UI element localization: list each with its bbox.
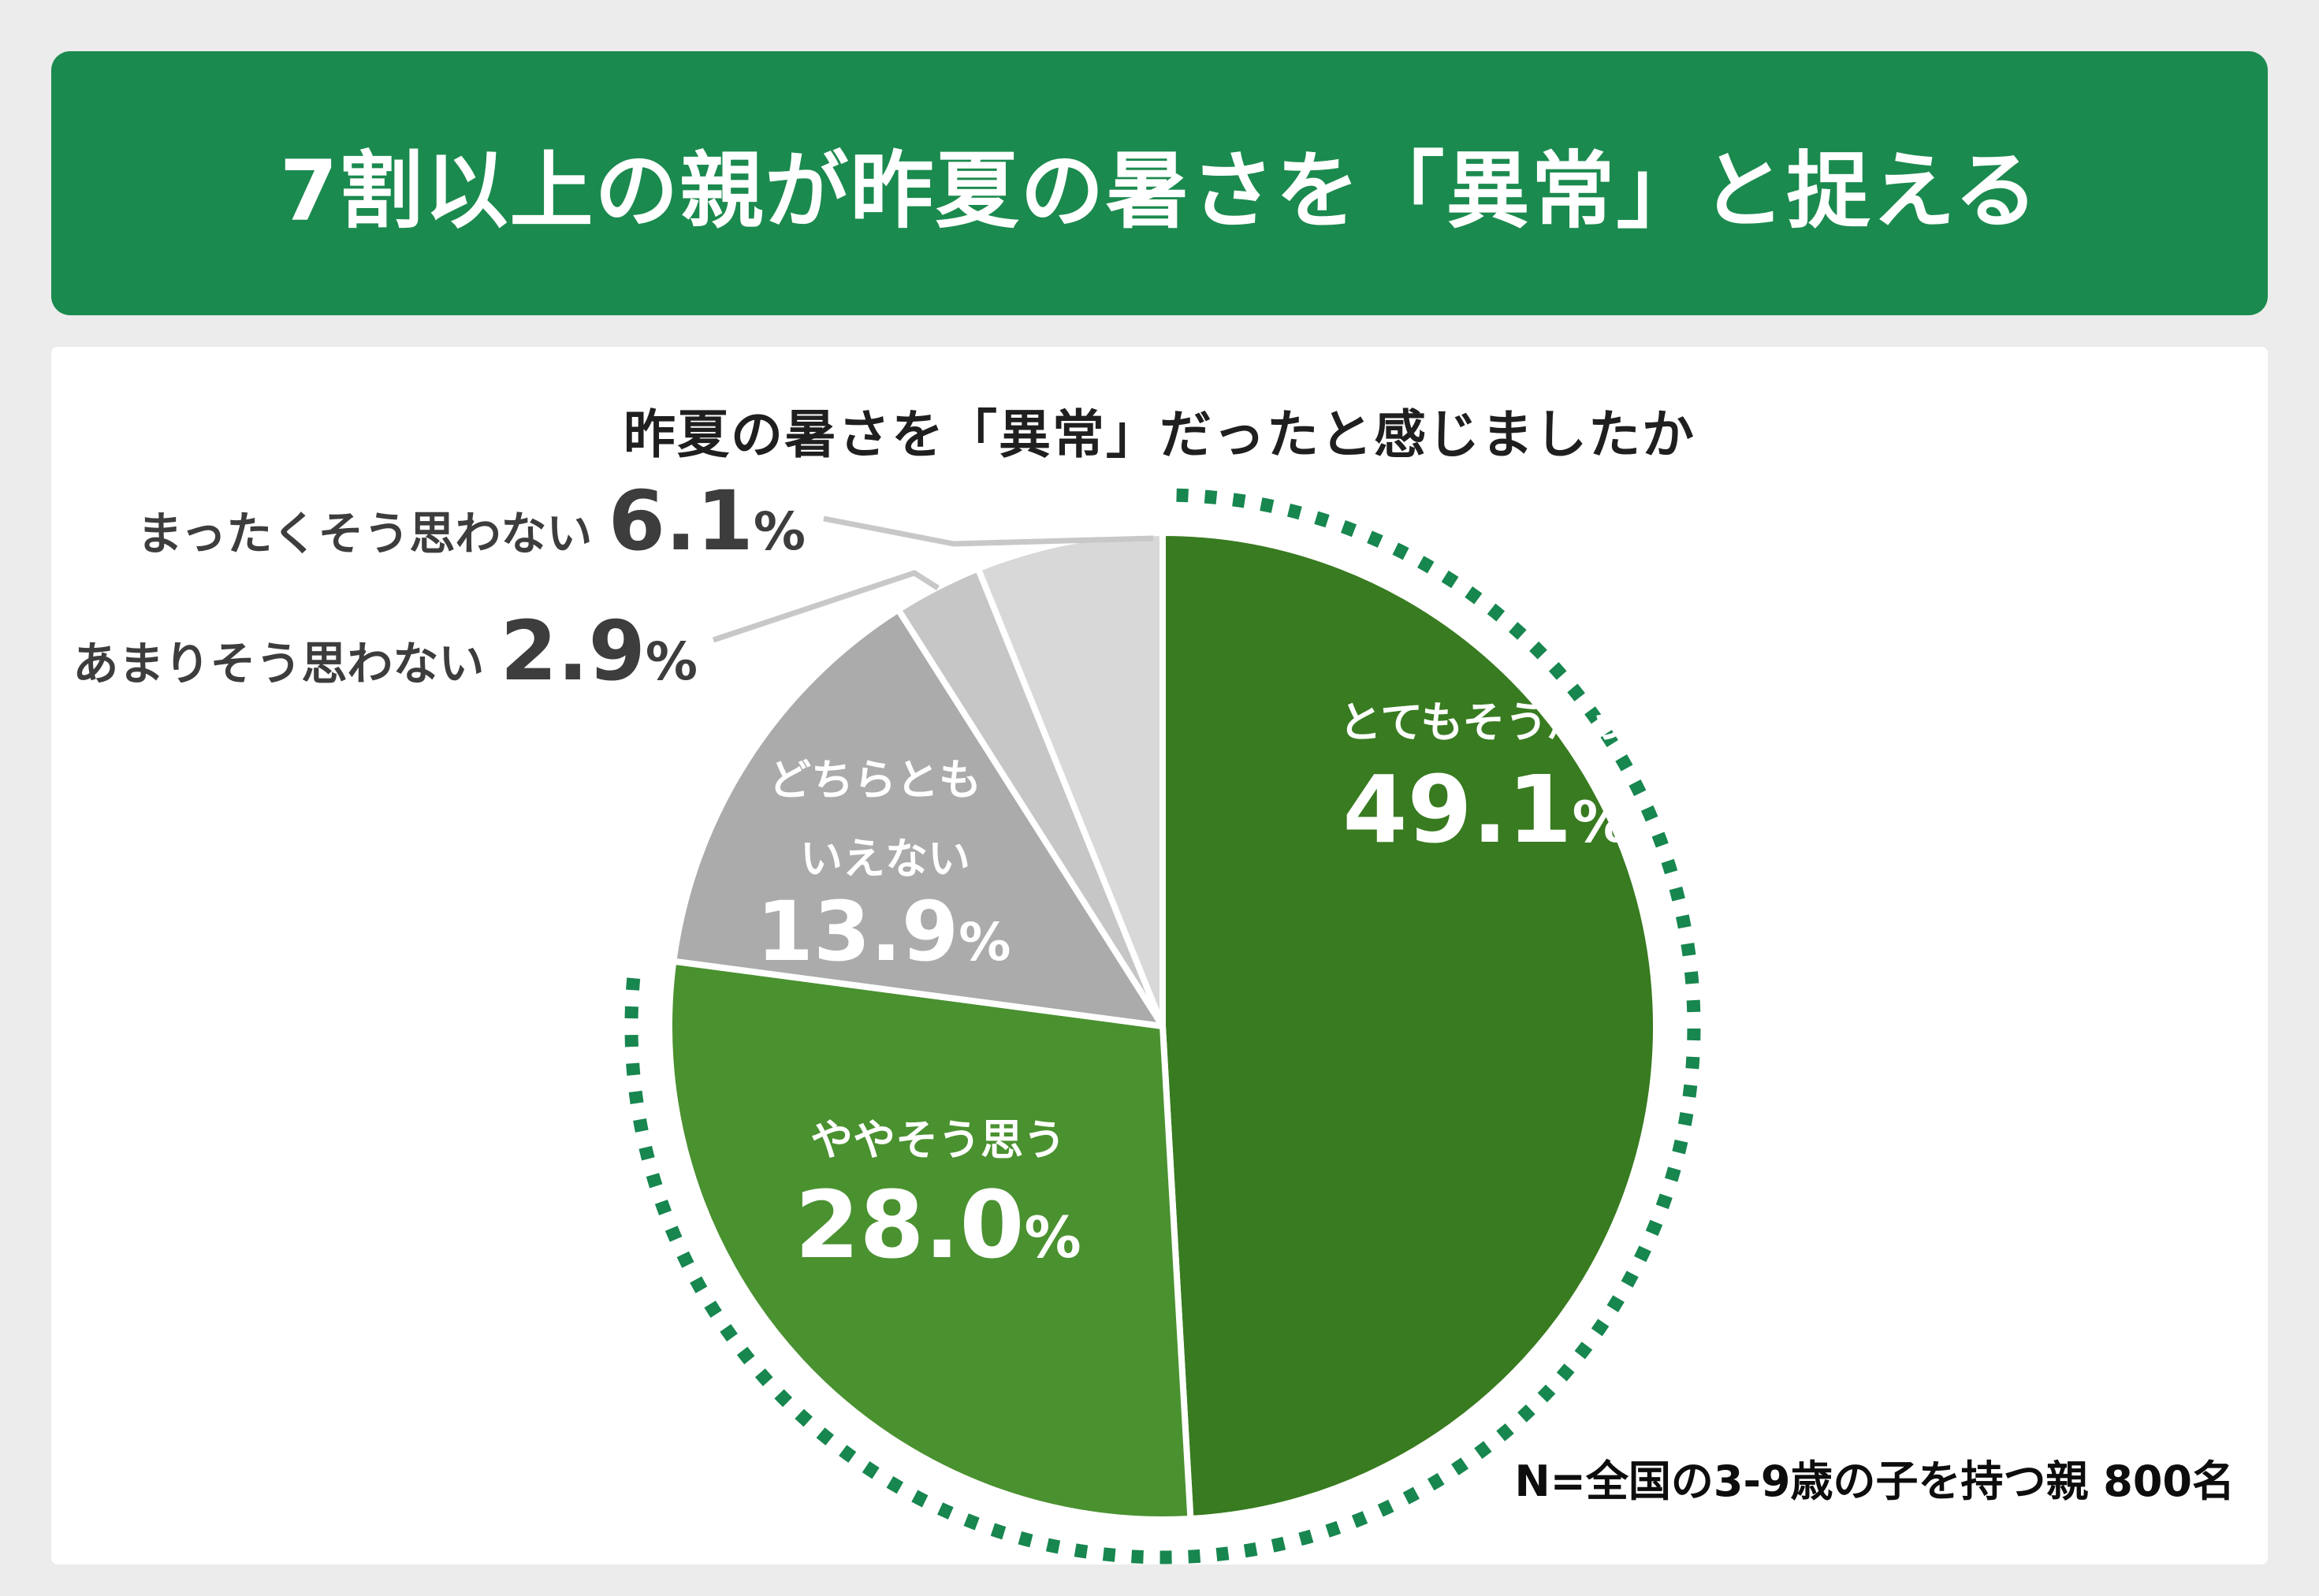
slice-label-3-line2: いえない — [800, 834, 970, 884]
callout-label-2-9: あまりそう思わない 2.9% — [73, 603, 698, 699]
pie-chart: とてもそう思う 49.1% ややそう思う 28.0% どちらとも いえない 13… — [73, 473, 2235, 1564]
highlight-arc-group — [624, 488, 1701, 1564]
slice-label-2: ややそう思う — [810, 1115, 1066, 1165]
pie-slice-3 — [670, 606, 1166, 1029]
pie-slices-group — [665, 530, 1659, 1523]
chart-title: 昨夏の暑さを「異常」だったと感じましたか — [623, 404, 1696, 465]
slice-label-1: とてもそう思う — [1339, 698, 1633, 747]
leader-line-6-1 — [823, 515, 1154, 547]
header-banner: 7割以上の親が昨夏の暑さを「異常」と捉える — [51, 51, 2268, 315]
callout-label-6-1: まったくそう思わない 6.1% — [137, 473, 806, 569]
header-title: 7割以上の親が昨夏の暑さを「異常」と捉える — [279, 142, 2040, 240]
highlight-dotted-arc — [624, 488, 1701, 1564]
slice-pct-1: 49.1% — [1342, 755, 1629, 864]
pie-slice-1 — [1160, 530, 1659, 1522]
sample-note: N=全国の3-9歳の子を持つ親 800名 — [1514, 1456, 2235, 1506]
pie-slice-2 — [665, 958, 1194, 1523]
leader-line-2-9 — [712, 570, 940, 643]
slice-label-3-line1: どちらとも — [769, 755, 981, 805]
slice-pct-3: 13.9% — [757, 884, 1011, 980]
chart-card: 昨夏の暑さを「異常」だったと感じましたか とてもそう思う 49.1% ややそう思… — [51, 347, 2268, 1564]
slice-pct-2: 28.0% — [795, 1170, 1081, 1279]
